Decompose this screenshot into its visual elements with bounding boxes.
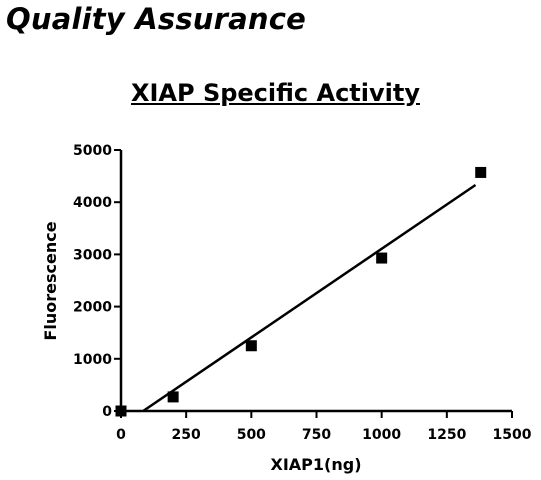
y-tick-label: 4000	[73, 195, 112, 211]
chart-fit	[142, 183, 477, 413]
chart-axes	[119, 150, 512, 413]
fit-line	[142, 183, 477, 413]
y-tick-label: 3000	[73, 247, 112, 263]
y-tick-label: 5000	[73, 143, 112, 159]
data-point	[167, 391, 179, 403]
y-tick-label: 2000	[73, 300, 112, 316]
y-tick-label: 0	[102, 404, 112, 420]
y-axis-label: Fluorescence	[41, 221, 60, 340]
x-tick-label: 0	[116, 427, 126, 443]
x-tick-label: 250	[172, 427, 201, 443]
x-axis-label: XIAP1(ng)	[271, 455, 362, 474]
data-point	[376, 252, 388, 264]
data-point	[245, 340, 257, 352]
x-tick-label: 500	[237, 427, 266, 443]
x-tick-label: 750	[302, 427, 331, 443]
x-tick-label: 1500	[493, 427, 532, 443]
data-point	[115, 405, 127, 417]
x-tick-label: 1000	[362, 427, 401, 443]
chart-points	[115, 166, 487, 417]
y-tick-label: 1000	[73, 352, 112, 368]
chart-ticks: 0 1000 2000 3000 4000 5000 0 250 500 750 1000 1250 1…	[73, 143, 532, 443]
x-tick-label: 1250	[427, 427, 466, 443]
chart-title: XIAP Specific Activity	[130, 79, 420, 107]
data-point	[475, 166, 487, 178]
page-heading: Quality Assurance	[6, 2, 306, 36]
